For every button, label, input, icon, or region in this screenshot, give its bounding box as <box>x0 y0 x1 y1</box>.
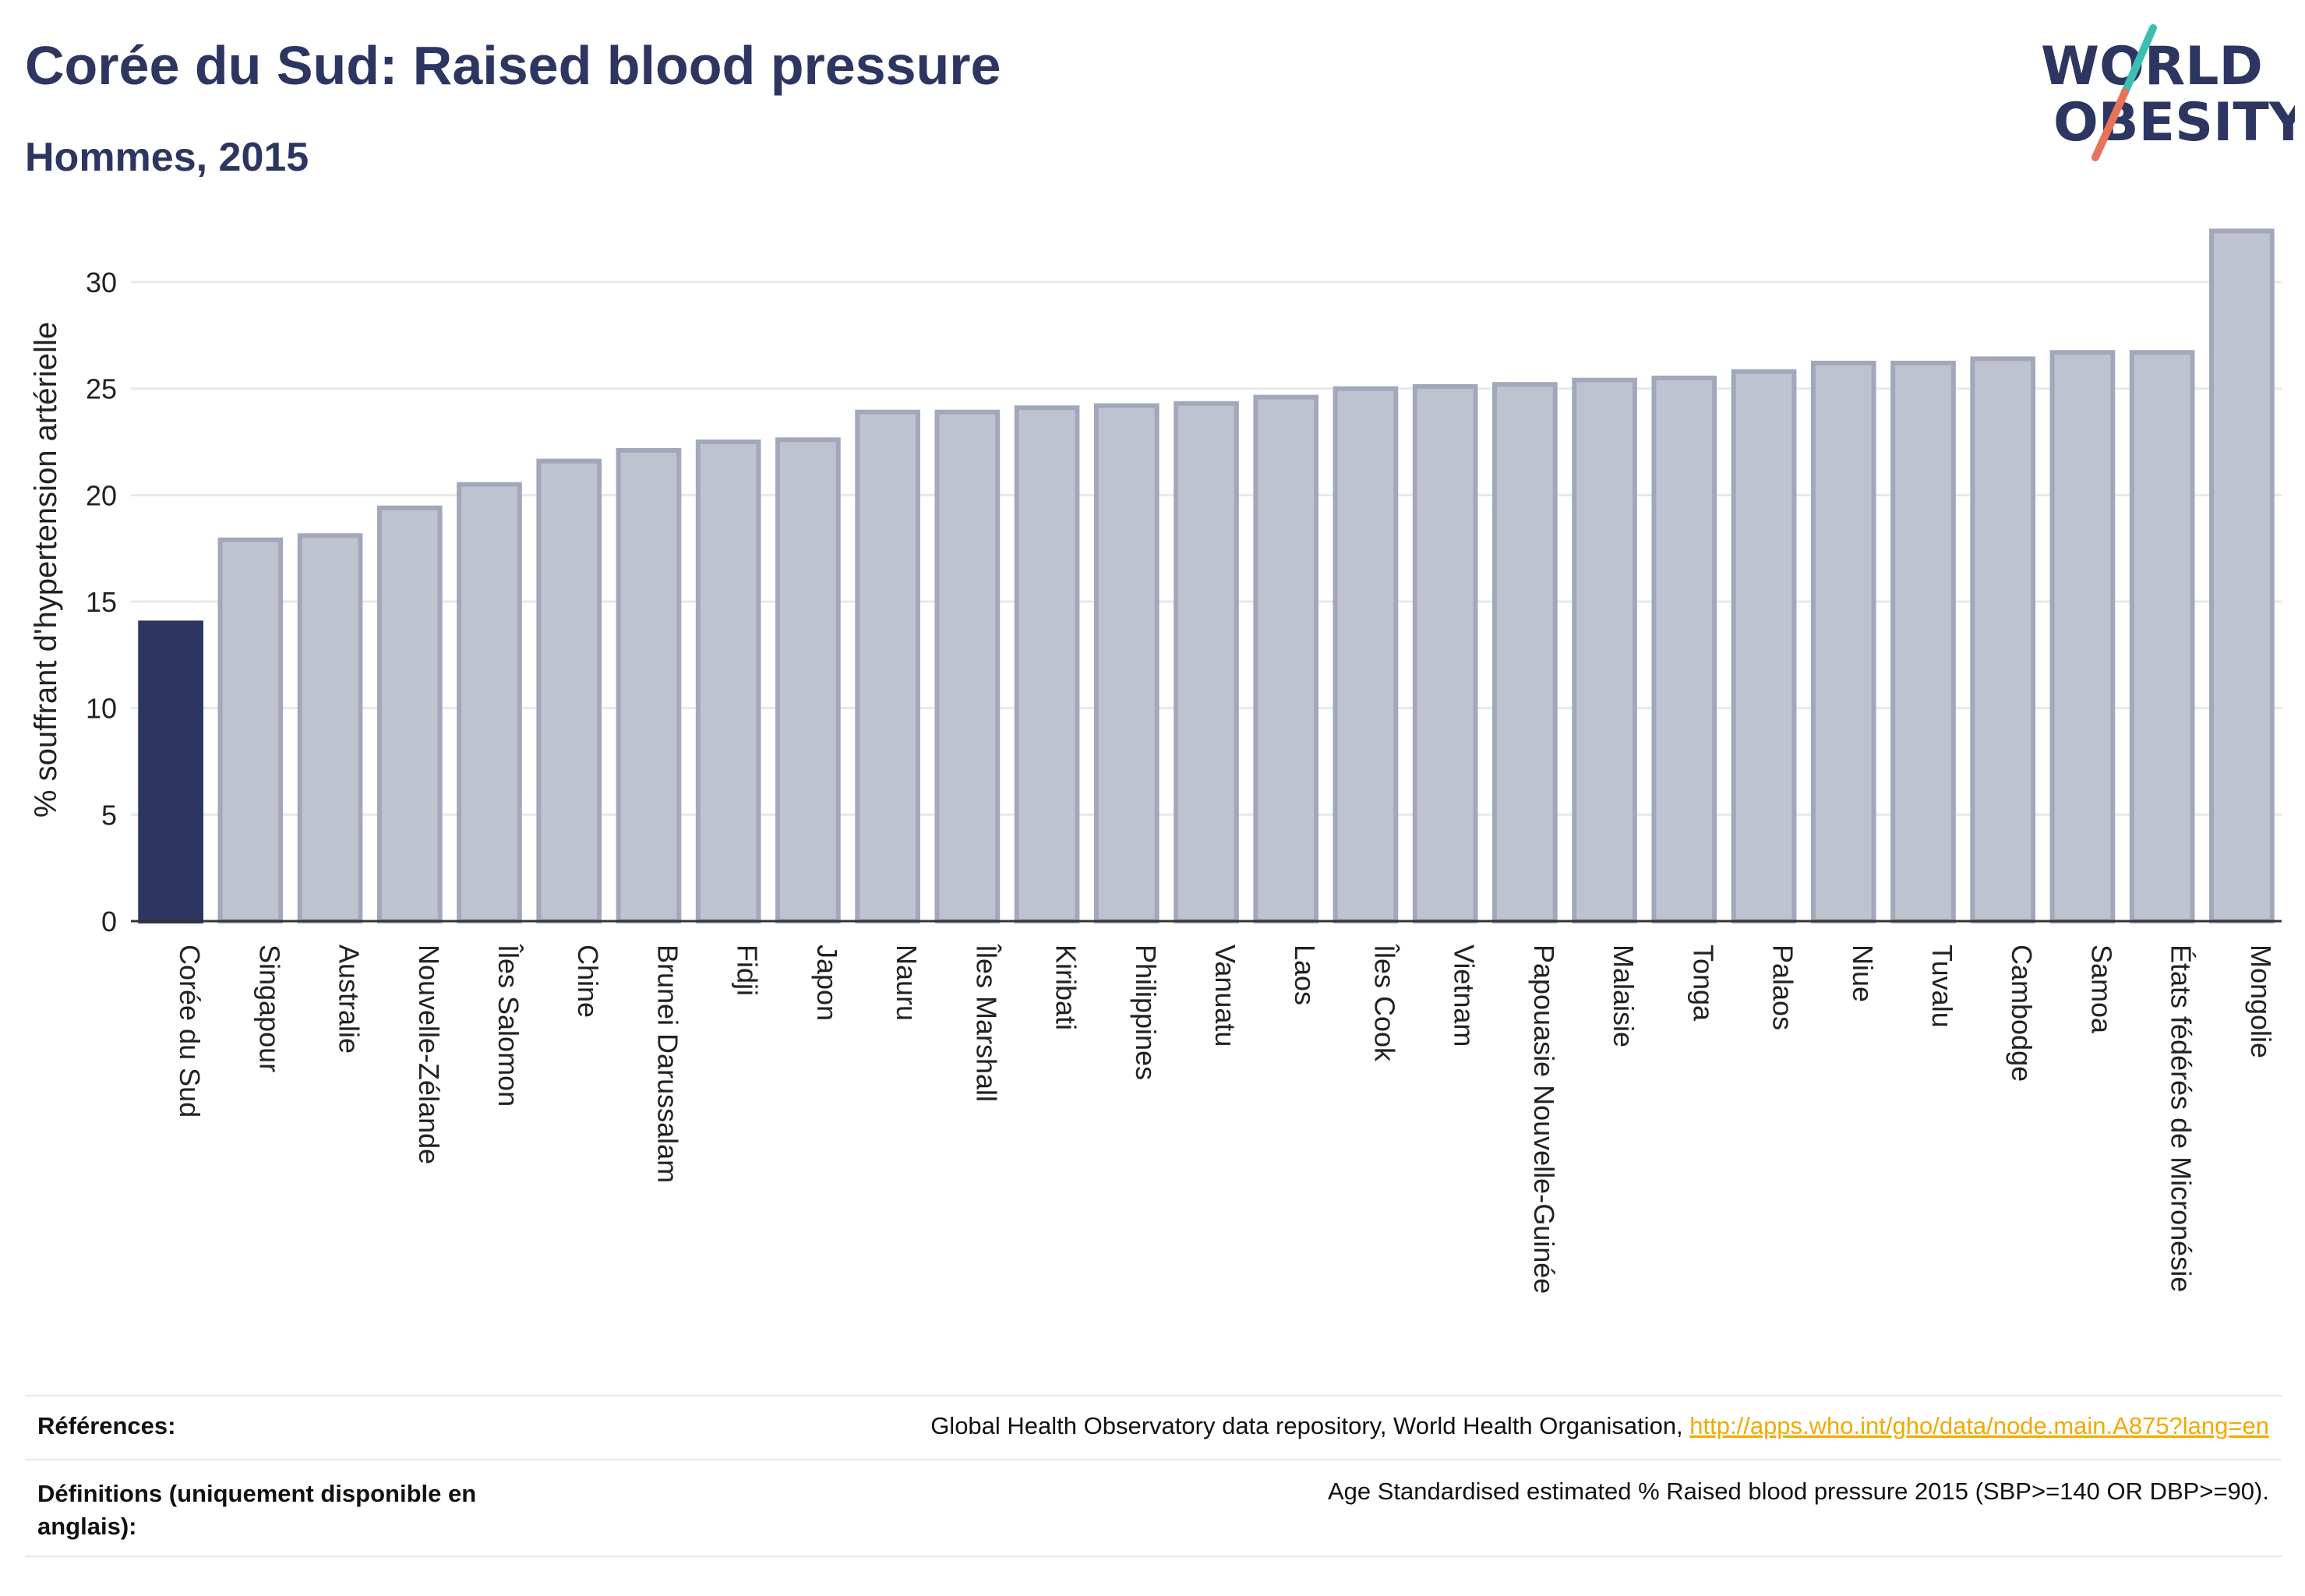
bar-3 <box>376 505 443 923</box>
references-text: Global Health Observatory data repositor… <box>930 1412 1690 1439</box>
x-tick-label: Japon <box>811 945 843 1021</box>
bar-11 <box>1014 405 1080 923</box>
x-tick-label: Samoa <box>2085 945 2117 1034</box>
x-tick-label: Vanuatu <box>1209 945 1241 1047</box>
bar-24 <box>2049 350 2116 923</box>
y-axis-label: % souffrant d'hypertension artérielle <box>29 322 63 817</box>
references-row: Références: Global Health Observatory da… <box>25 1412 2282 1456</box>
bar-22 <box>1890 360 1956 924</box>
x-tick-label: Îles Cook <box>1368 944 1400 1062</box>
x-tick-label: Brunei Darussalam <box>651 945 683 1183</box>
x-tick-label: Laos <box>1289 945 1321 1005</box>
x-tick-label: Australie <box>334 945 365 1054</box>
bar-4 <box>457 482 522 923</box>
x-tick-label: Mongolie <box>2245 945 2277 1058</box>
bar-0 <box>138 620 203 923</box>
x-tick-label: Nouvelle-Zélande <box>413 945 445 1164</box>
bar-6 <box>616 447 682 923</box>
divider-bottom <box>25 1555 2282 1557</box>
x-tick-label: Philippines <box>1130 945 1162 1080</box>
bar-17 <box>1492 382 1558 923</box>
bar-13 <box>1174 401 1239 923</box>
bar-9 <box>855 409 920 923</box>
logo-slash-teal <box>2121 24 2157 96</box>
definitions-row: Définitions (uniquement disponible en an… <box>25 1478 2282 1548</box>
bar-2 <box>297 533 363 923</box>
logo-line2: OBESITY <box>2053 92 2295 154</box>
bar-10 <box>934 409 1001 923</box>
bar-18 <box>1572 377 1637 923</box>
x-tick-label: Singapour <box>253 945 285 1072</box>
bar-8 <box>775 437 841 923</box>
x-tick-label: Corée du Sud <box>174 945 206 1118</box>
x-tick-label: Niue <box>1847 945 1879 1002</box>
references-value: Global Health Observatory data repositor… <box>930 1412 2269 1440</box>
chart-title: Corée du Sud: Raised blood pressure <box>25 35 1001 96</box>
bar-15 <box>1333 386 1399 923</box>
y-tick-label: 20 <box>86 479 117 511</box>
x-tick-label: Kiribati <box>1050 945 1082 1030</box>
x-tick-label: Îles Salomon <box>492 944 524 1107</box>
x-tick-label: Fidji <box>732 945 764 996</box>
definitions-text: Age Standardised estimated % Raised bloo… <box>1327 1478 2269 1505</box>
logo-line1: WORLD <box>2041 36 2263 97</box>
bar-23 <box>1970 356 2036 923</box>
divider-middle <box>25 1459 2282 1460</box>
bar-20 <box>1731 369 1797 923</box>
chart-subtitle: Hommes, 2015 <box>25 135 309 180</box>
x-tick-label: États fédérés de Micronésie <box>2166 945 2197 1292</box>
x-tick-label: Vietnam <box>1449 945 1481 1047</box>
y-tick-label: 25 <box>86 373 117 405</box>
world-obesity-logo: WORLD OBESITY <box>2041 24 2295 161</box>
x-tick-label: Îles Marshall <box>970 944 1002 1102</box>
bar-26 <box>2209 228 2275 923</box>
x-tick-label: Palaos <box>1767 945 1799 1030</box>
x-tick-label: Papouasie Nouvelle-Guinée <box>1528 945 1560 1294</box>
x-tick-label: Tuvalu <box>1926 945 1958 1028</box>
x-tick-label: Nauru <box>891 945 923 1021</box>
y-tick-label: 5 <box>101 799 117 831</box>
bar-chart: 0 5 10 15 20 25 30 Corée du Sud Singapour Austral… <box>29 228 2282 1294</box>
logo-slash-coral <box>2091 88 2129 161</box>
y-tick-label: 15 <box>86 586 117 618</box>
bar-12 <box>1093 403 1160 923</box>
y-tick-label: 30 <box>86 267 117 298</box>
x-tick-label: Malaisie <box>1608 945 1640 1047</box>
bar-16 <box>1412 383 1478 923</box>
x-tick-label: Chine <box>572 945 604 1018</box>
divider-top <box>25 1395 2282 1396</box>
bar-7 <box>695 440 761 923</box>
bar-1 <box>217 537 284 923</box>
x-tick-label: Tonga <box>1687 945 1719 1022</box>
bar-14 <box>1253 394 1319 924</box>
y-tick-label: 10 <box>86 693 117 725</box>
y-tick-label: 0 <box>101 906 117 937</box>
definitions-label: Définitions (uniquement disponible en an… <box>37 1480 477 1540</box>
bar-21 <box>1810 360 1876 924</box>
bar-19 <box>1651 376 1717 923</box>
references-link[interactable]: http://apps.who.int/gho/data/node.main.A… <box>1689 1412 2269 1439</box>
x-tick-label: Cambodge <box>2006 945 2038 1082</box>
references-label: Références: <box>37 1412 176 1439</box>
bar-5 <box>536 458 602 923</box>
bar-25 <box>2129 350 2195 923</box>
